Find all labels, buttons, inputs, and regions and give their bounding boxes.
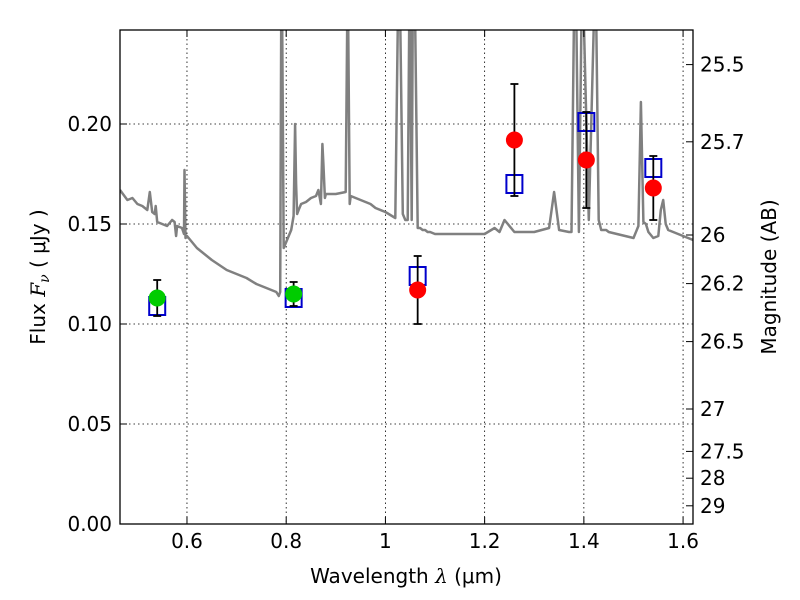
marker-layer bbox=[148, 83, 663, 325]
y-tick-label: 0.15 bbox=[67, 212, 112, 236]
red-data-point bbox=[505, 131, 523, 149]
red-data-point bbox=[577, 151, 595, 169]
green-data-point bbox=[285, 285, 303, 303]
y-axis-label: Flux Fν ( μJy ) bbox=[26, 209, 53, 344]
y2-tick-label: 29 bbox=[700, 494, 725, 518]
y2-tick-label: 27.5 bbox=[700, 439, 745, 463]
x-tick-label: 1 bbox=[379, 529, 392, 553]
y-tick-label: 0.00 bbox=[67, 512, 112, 536]
grid bbox=[120, 30, 693, 525]
x-tick-label: 1.2 bbox=[469, 529, 501, 553]
x-tick-label: 0.8 bbox=[270, 529, 302, 553]
y2-tick-label: 25.5 bbox=[700, 53, 745, 77]
y-tick-label: 0.20 bbox=[67, 112, 112, 136]
red-data-point bbox=[644, 179, 662, 197]
y2-tick-label: 26.5 bbox=[700, 330, 745, 354]
green-data-point bbox=[148, 289, 166, 307]
x-tick-label: 1.6 bbox=[667, 529, 699, 553]
y2-tick-label: 26 bbox=[700, 223, 725, 247]
ticks: 0.6 0.8 1 1.2 1.4 1.6 0.00 0.05 0.10 0.15 0.20 25.5… bbox=[67, 30, 745, 553]
plot-frame bbox=[119, 29, 694, 525]
y2-axis-label: Magnitude (AB) bbox=[757, 199, 781, 354]
x-axis-label: Wavelength λ (μm) bbox=[310, 564, 502, 588]
y-tick-label: 0.05 bbox=[67, 412, 112, 436]
y-tick-label: 0.10 bbox=[67, 312, 112, 336]
sed-model-line bbox=[120, 30, 693, 298]
y2-tick-label: 26.2 bbox=[700, 272, 745, 296]
y2-tick-label: 27 bbox=[700, 397, 725, 421]
x-tick-label: 0.6 bbox=[171, 529, 203, 553]
x-tick-label: 1.4 bbox=[568, 529, 600, 553]
red-data-point bbox=[409, 281, 427, 299]
y2-tick-label: 28 bbox=[700, 466, 725, 490]
sed-model-layer bbox=[120, 30, 693, 298]
y2-tick-label: 25.7 bbox=[700, 130, 745, 154]
